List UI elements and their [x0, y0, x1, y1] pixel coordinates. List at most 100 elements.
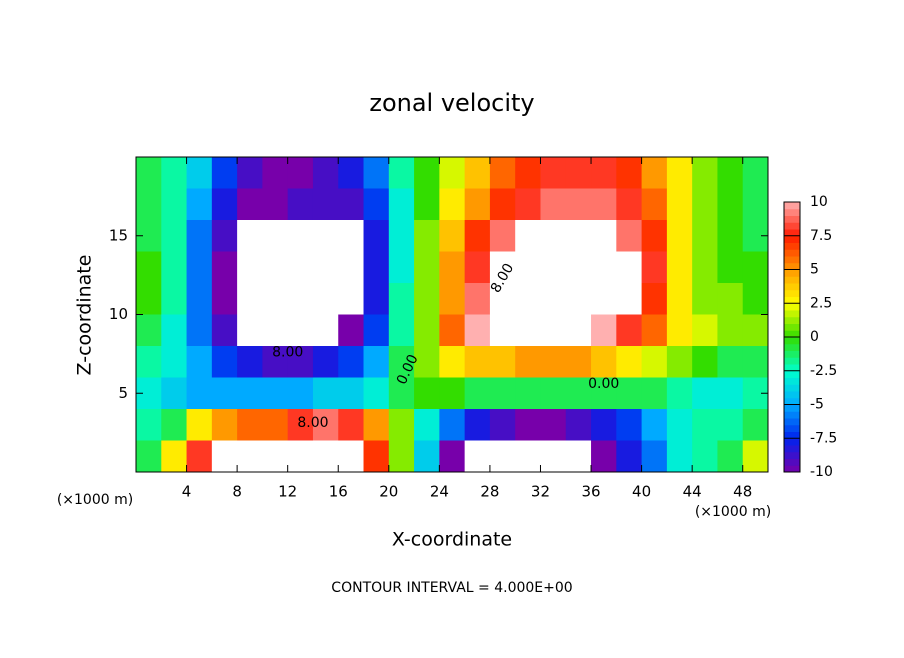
field-cell: [262, 283, 289, 315]
contour-label: 8.00: [272, 344, 303, 360]
field-cell: [692, 377, 718, 410]
field-cell: [262, 440, 289, 473]
field-cell: [287, 220, 314, 252]
field-cell: [717, 440, 744, 473]
field-cell: [666, 188, 693, 221]
colorbar-swatch: [784, 269, 800, 277]
field-cell: [666, 377, 693, 410]
field-cell: [388, 440, 415, 473]
field-cell: [717, 377, 744, 410]
colorbar-swatch: [784, 465, 800, 473]
field-cell: [540, 188, 567, 221]
field-cell: [641, 220, 668, 252]
colorbar-swatch: [784, 202, 800, 210]
field-cell: [692, 251, 718, 284]
field-cell: [312, 346, 339, 378]
field-cell: [363, 188, 390, 221]
field-cell: [565, 188, 592, 221]
field-cell: [287, 188, 314, 221]
colorbar-swatch: [784, 242, 800, 250]
field-cell: [414, 440, 440, 473]
field-cell: [742, 251, 769, 284]
field-cell: [161, 283, 188, 315]
field-cell: [338, 346, 365, 378]
field-cell: [414, 220, 440, 252]
x-tick-label: 32: [531, 483, 550, 501]
field-cell: [211, 188, 238, 221]
field-cell: [262, 314, 289, 347]
field-cell: [414, 409, 440, 441]
field-cell: [666, 409, 693, 441]
x-tick-label: 36: [581, 483, 600, 501]
field-cell: [616, 220, 643, 252]
field-cell: [161, 220, 188, 252]
field-cell: [464, 220, 491, 252]
field-cell: [414, 157, 440, 189]
field-cell: [287, 440, 314, 473]
field-cell: [312, 440, 339, 473]
field-cell: [237, 157, 263, 189]
field-cell: [161, 440, 188, 473]
field-cell: [565, 409, 592, 441]
field-cell: [515, 314, 541, 347]
field-cell: [641, 283, 668, 315]
field-cell: [692, 157, 718, 189]
field-cell: [565, 314, 592, 347]
x-tick-label: 40: [632, 483, 651, 501]
field-cell: [338, 157, 365, 189]
colorbar-tick-label: -2.5: [810, 363, 837, 379]
field-cell: [591, 220, 617, 252]
field-cell: [666, 440, 693, 473]
field-cell: [641, 409, 668, 441]
colorbar-tick-label: 10: [810, 194, 828, 210]
field-cell: [515, 188, 541, 221]
field-cell: [287, 314, 314, 347]
field-cell: [211, 220, 238, 252]
field-cell: [742, 157, 769, 189]
field-cell: [591, 440, 617, 473]
field-cell: [591, 188, 617, 221]
field-cell: [312, 377, 339, 410]
field-cell: [237, 377, 263, 410]
colorbar-swatch: [784, 397, 800, 405]
field-cell: [692, 220, 718, 252]
field-cell: [641, 188, 668, 221]
field-cell: [489, 314, 516, 347]
field-cell: [540, 346, 567, 378]
field-cell: [666, 220, 693, 252]
colorbar-tick-label: -10: [810, 464, 833, 480]
colorbar-swatch: [784, 451, 800, 459]
colorbar-swatch: [784, 364, 800, 372]
field-cell: [717, 409, 744, 441]
colorbar-swatch: [784, 343, 800, 351]
field-cell: [136, 188, 162, 221]
footer: CONTOUR INTERVAL = 4.000E+00: [331, 580, 572, 596]
field-cell: [262, 251, 289, 284]
colorbar-swatch: [784, 458, 800, 466]
field-cell: [414, 251, 440, 284]
field-cell: [388, 283, 415, 315]
field-cell: [717, 220, 744, 252]
field-cell: [565, 377, 592, 410]
field-cell: [363, 220, 390, 252]
field-cell: [439, 157, 466, 189]
field-cell: [641, 346, 668, 378]
field-cell: [439, 440, 466, 473]
field-cell: [312, 409, 339, 441]
field-cell: [161, 251, 188, 284]
colorbar-swatch: [784, 222, 800, 230]
contour-label: 8.00: [297, 415, 328, 431]
x-unit-label: (×1000 m): [57, 492, 133, 508]
field-cell: [540, 157, 567, 189]
field-cell: [540, 283, 567, 315]
field-cell: [489, 188, 516, 221]
field-cell: [338, 409, 365, 441]
field-cell: [161, 314, 188, 347]
field-cell: [287, 409, 314, 441]
x-tick-label: 8: [232, 483, 242, 501]
y-tick-label: 15: [109, 226, 128, 244]
field-cell: [717, 188, 744, 221]
colorbar-swatch: [784, 235, 800, 243]
field-cell: [540, 377, 567, 410]
field-cell: [161, 346, 188, 378]
